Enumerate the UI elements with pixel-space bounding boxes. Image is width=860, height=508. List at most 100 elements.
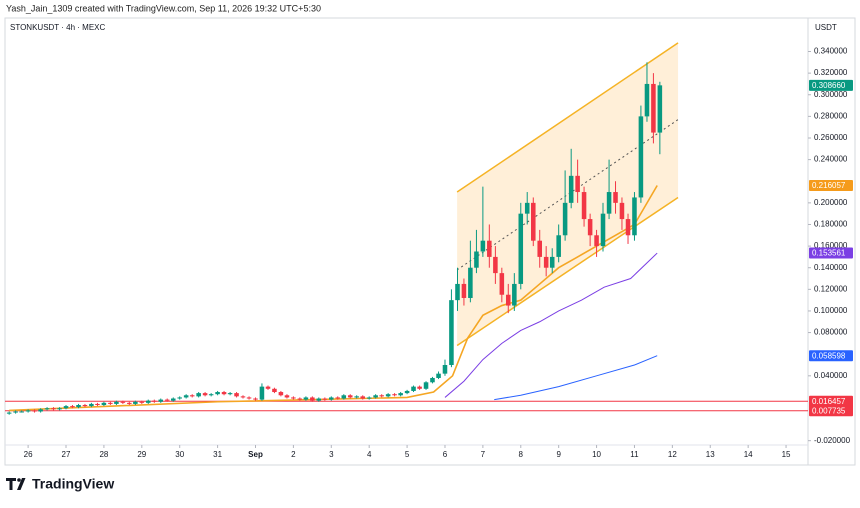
candle-body <box>423 382 429 389</box>
candle-body <box>411 386 416 391</box>
y-tick-label: 0.280000 <box>814 111 848 120</box>
candle-body <box>303 397 309 400</box>
price-badge <box>809 405 853 417</box>
channel-lower <box>456 196 679 347</box>
candle-body <box>89 403 94 407</box>
candle-body <box>221 392 227 395</box>
candle-body <box>480 240 486 252</box>
moving-average <box>9 185 658 412</box>
candle-body <box>284 395 290 398</box>
x-tick-label: 28 <box>99 450 108 459</box>
candle-body <box>177 397 182 399</box>
candle-body <box>385 394 391 397</box>
candle-body <box>354 396 359 398</box>
x-tick-label: 4 <box>367 450 372 459</box>
candle-body <box>70 406 75 408</box>
candle-body <box>505 294 511 306</box>
candle-body <box>512 283 517 306</box>
candle-body <box>392 394 397 396</box>
candle-body <box>468 267 473 298</box>
y-tick-label: 0.340000 <box>814 47 848 56</box>
header: Yash_Jain_1309 created with TradingView.… <box>6 3 321 13</box>
x-tick-label: 9 <box>556 450 561 459</box>
candle-body <box>120 401 126 403</box>
candle-body <box>531 202 536 241</box>
candle-body <box>158 399 164 402</box>
candle-body <box>329 397 334 400</box>
candle-body <box>455 283 460 301</box>
candle-body <box>518 213 524 284</box>
candle-body <box>417 386 422 389</box>
candle-body <box>442 365 448 374</box>
chart-frame <box>4 17 856 466</box>
candle-body <box>32 410 37 412</box>
price-badge <box>809 79 853 91</box>
y-tick-label: 0.300000 <box>814 90 848 99</box>
x-tick-label: 10 <box>592 450 601 459</box>
candle-body <box>632 197 637 236</box>
x-tick-label: 14 <box>744 450 753 459</box>
price-badge-label: 0.007735 <box>812 406 846 415</box>
candle-body <box>651 83 656 133</box>
candle-body <box>556 235 561 257</box>
candle-body <box>587 219 593 236</box>
candle-body <box>581 192 587 220</box>
x-tick-label: 7 <box>481 450 486 459</box>
candle-body <box>272 388 277 393</box>
candle-body <box>524 202 530 214</box>
candle-body <box>6 412 12 414</box>
candle-body <box>95 403 100 406</box>
candle-body <box>543 256 549 268</box>
candle-body <box>562 202 568 236</box>
candle-body <box>51 408 56 410</box>
candle-body <box>474 251 479 268</box>
x-tick-label: 13 <box>706 450 715 459</box>
x-tick-label: 27 <box>62 450 71 459</box>
candle-body <box>127 402 132 404</box>
candle-body <box>215 392 220 395</box>
price-badge-label: 0.153561 <box>812 249 846 258</box>
candle-body <box>114 401 119 404</box>
channel-upper <box>456 42 679 193</box>
x-tick-label: 26 <box>24 450 33 459</box>
candle-body <box>404 390 410 394</box>
candle-body <box>278 392 284 396</box>
candle-body <box>619 202 625 220</box>
candle-body <box>625 219 631 236</box>
candle-body <box>133 401 138 404</box>
candle-body <box>259 386 265 400</box>
candle-body <box>152 400 157 402</box>
candle-body <box>246 397 252 399</box>
candle-body <box>253 398 258 400</box>
price-badge-label: 0.016457 <box>812 397 846 406</box>
candle-body <box>291 397 296 399</box>
channel-fill <box>457 42 679 346</box>
candle-body <box>139 401 145 403</box>
candle-body <box>240 396 246 398</box>
y-tick-label: 0.140000 <box>814 263 848 272</box>
candle-body <box>461 283 467 298</box>
price-badge-label: 0.216057 <box>812 181 846 190</box>
candle-body <box>568 175 574 203</box>
logo <box>6 478 26 490</box>
candle-body <box>322 398 328 400</box>
y-tick-label: 0.240000 <box>814 155 848 164</box>
candle-body <box>335 397 341 399</box>
candle-body <box>38 409 43 412</box>
candle-body <box>164 399 170 401</box>
price-badge <box>809 247 853 259</box>
price-badge <box>809 350 853 362</box>
y-tick-label: 0.180000 <box>814 220 848 229</box>
x-tick-label: 30 <box>175 450 184 459</box>
x-tick-label: 6 <box>443 450 448 459</box>
candle-body <box>487 240 492 257</box>
candle-body <box>549 256 555 268</box>
candle-body <box>600 213 606 247</box>
candle-body <box>76 405 81 408</box>
candle-body <box>430 377 435 383</box>
candle-body <box>63 406 69 409</box>
x-tick-label: Sep <box>248 450 263 459</box>
candle-body <box>170 398 176 401</box>
candle-body <box>145 400 151 403</box>
